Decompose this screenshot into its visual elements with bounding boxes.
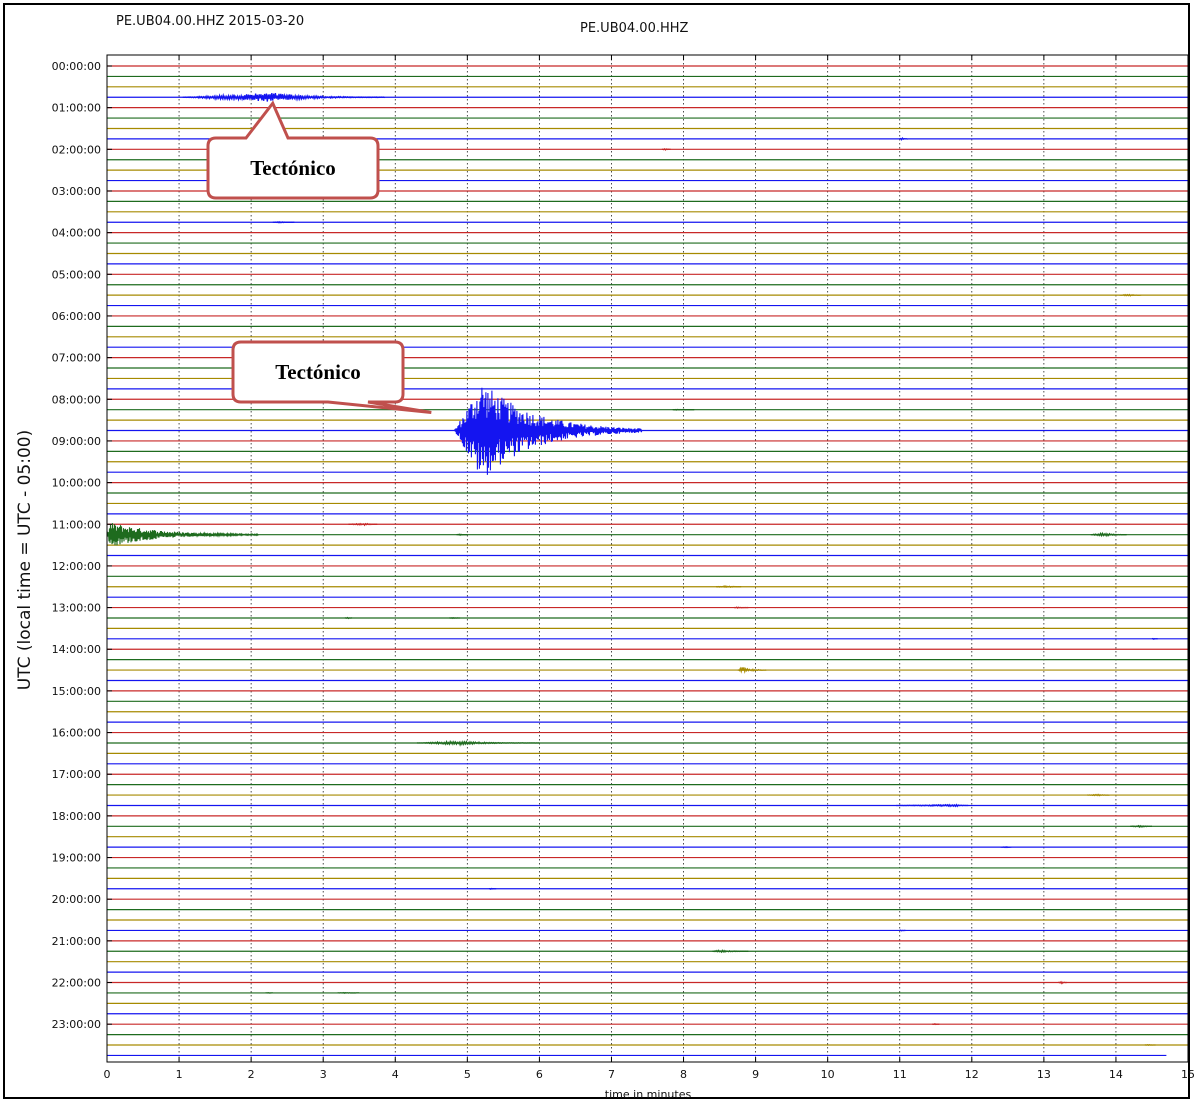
annotation-callout xyxy=(231,340,432,415)
y-tick-label: 14:00:00 xyxy=(52,643,101,656)
figure-date-title: PE.UB04.00.HHZ 2015-03-20 xyxy=(116,14,305,29)
y-tick-label: 05:00:00 xyxy=(52,268,101,281)
y-tick-label: 13:00:00 xyxy=(52,602,101,615)
seismic-event-waveform xyxy=(348,522,378,527)
y-tick-label: 08:00:00 xyxy=(52,393,101,406)
seismic-event-waveform xyxy=(1090,531,1127,538)
x-tick-label: 0 xyxy=(104,1068,111,1081)
chart-title: PE.UB04.00.HHZ xyxy=(580,21,689,36)
seismic-event-waveform xyxy=(1119,293,1142,297)
seismic-event-waveform xyxy=(1151,637,1158,640)
y-tick-label: 15:00:00 xyxy=(52,685,101,698)
seismic-event-waveform xyxy=(1144,1043,1156,1046)
y-tick-label: 19:00:00 xyxy=(52,852,101,865)
seismic-event-waveform xyxy=(672,408,695,411)
seismic-event-waveform xyxy=(272,220,295,224)
y-tick-label: 22:00:00 xyxy=(52,977,101,990)
x-tick-label: 5 xyxy=(464,1068,471,1081)
y-tick-label: 18:00:00 xyxy=(52,810,101,823)
plot-area xyxy=(106,54,1189,1063)
x-tick-label: 8 xyxy=(680,1068,687,1081)
x-tick-label: 11 xyxy=(893,1068,907,1081)
seismic-event-waveform xyxy=(1130,824,1152,829)
seismic-event-waveform xyxy=(449,616,461,620)
seismic-event-waveform xyxy=(416,739,540,747)
y-tick-label: 02:00:00 xyxy=(52,143,101,156)
seismic-event-waveform xyxy=(1000,845,1012,849)
figure-frame xyxy=(3,3,1190,1099)
x-tick-label: 15 xyxy=(1181,1068,1195,1081)
y-tick-label: 10:00:00 xyxy=(52,477,101,490)
seismic-event-waveform xyxy=(106,523,259,546)
y-tick-label: 04:00:00 xyxy=(52,227,101,240)
x-tick-label: 6 xyxy=(536,1068,543,1081)
seismic-event-waveform xyxy=(1058,980,1067,985)
y-tick-label: 21:00:00 xyxy=(52,935,101,948)
seismic-event-waveform xyxy=(344,616,353,620)
x-tick-label: 13 xyxy=(1037,1068,1051,1081)
seismic-event-waveform xyxy=(661,148,671,151)
x-tick-label: 3 xyxy=(320,1068,327,1081)
x-tick-label: 2 xyxy=(248,1068,255,1081)
x-tick-label: 14 xyxy=(1109,1068,1123,1081)
x-tick-label: 4 xyxy=(392,1068,399,1081)
y-tick-label: 09:00:00 xyxy=(52,435,101,448)
seismic-event-waveform xyxy=(733,606,749,609)
x-tick-label: 10 xyxy=(821,1068,835,1081)
seismic-event-waveform xyxy=(453,387,643,475)
annotation-label: Tectónico xyxy=(275,360,361,384)
seismic-event-waveform xyxy=(712,949,749,954)
y-tick-label: 00:00:00 xyxy=(52,60,101,73)
seismic-event-waveform xyxy=(899,136,908,141)
seismic-event-waveform xyxy=(715,585,742,589)
seismic-event-waveform xyxy=(456,533,468,537)
seismic-event-waveform xyxy=(182,92,385,102)
seismic-event-waveform xyxy=(899,929,906,932)
seismic-event-waveform xyxy=(488,887,497,890)
y-tick-label: 16:00:00 xyxy=(52,727,101,740)
y-tick-label: 06:00:00 xyxy=(52,310,101,323)
y-tick-label: 12:00:00 xyxy=(52,560,101,573)
annotation-label: Tectónico xyxy=(250,156,336,180)
seismic-event-waveform xyxy=(932,1023,940,1026)
seismic-event-waveform xyxy=(896,803,969,808)
y-tick-label: 23:00:00 xyxy=(52,1018,101,1031)
y-tick-label: 07:00:00 xyxy=(52,352,101,365)
y-tick-label: 20:00:00 xyxy=(52,893,101,906)
x-tick-label: 9 xyxy=(752,1068,759,1081)
y-tick-label: 01:00:00 xyxy=(52,102,101,115)
x-tick-label: 1 xyxy=(176,1068,183,1081)
seismic-event-waveform xyxy=(737,666,767,674)
y-tick-label: 17:00:00 xyxy=(52,768,101,781)
seismic-event-waveform xyxy=(1087,793,1110,797)
x-tick-label: 7 xyxy=(608,1068,615,1081)
x-tick-label: 12 xyxy=(965,1068,979,1081)
seismic-event-waveform xyxy=(337,991,360,994)
x-axis-label: time in minutes xyxy=(604,1088,692,1101)
y-tick-label: 03:00:00 xyxy=(52,185,101,198)
y-tick-label: 11:00:00 xyxy=(52,518,101,531)
annotation-callout xyxy=(206,100,380,200)
